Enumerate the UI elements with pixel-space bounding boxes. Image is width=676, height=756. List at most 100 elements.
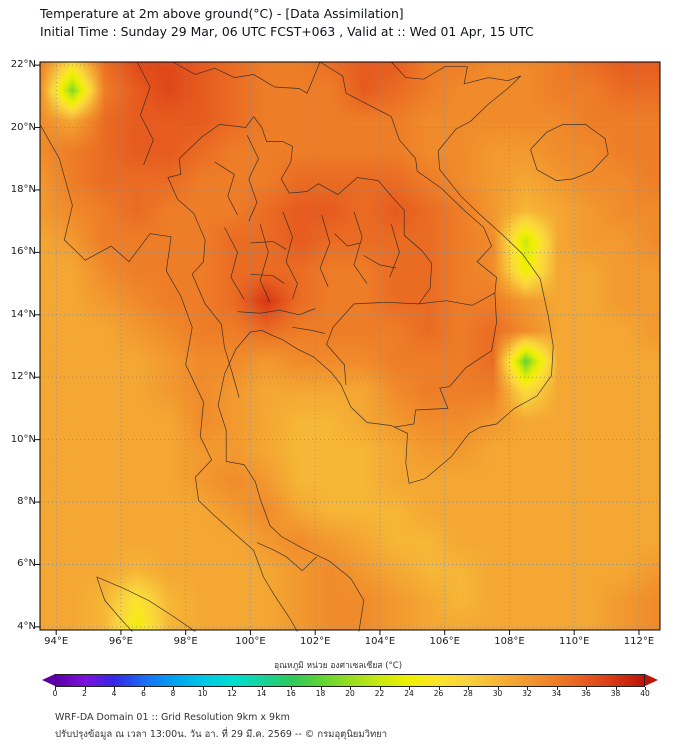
colorbar-tick-mark xyxy=(232,687,233,690)
x-axis-tick-label: 98°E xyxy=(173,636,198,647)
colorbar-tick-label: 12 xyxy=(227,689,237,698)
map-plot-area xyxy=(30,52,670,640)
x-axis-tick-label: 106°E xyxy=(429,636,460,647)
colorbar-tick-label: 10 xyxy=(197,689,208,698)
colorbar-tick-mark xyxy=(320,687,322,690)
x-axis-tick-label: 96°E xyxy=(108,636,133,647)
colorbar-left-arrow xyxy=(42,674,55,686)
colorbar-tick-mark xyxy=(645,687,646,690)
colorbar-tick-label: 38 xyxy=(610,689,621,698)
country-border xyxy=(237,308,316,316)
colorbar-tick-mark xyxy=(409,687,410,690)
plot-frame xyxy=(39,61,661,631)
country-border xyxy=(530,124,609,181)
country-border xyxy=(246,135,259,222)
country-border xyxy=(214,161,238,216)
y-axis-tick-label: 20°N xyxy=(10,121,36,133)
x-axis-tick-label: 110°E xyxy=(559,636,590,647)
country-border xyxy=(363,255,397,269)
country-border xyxy=(282,211,298,300)
y-axis-tick-label: 22°N xyxy=(10,59,36,71)
country-border xyxy=(224,227,245,300)
y-axis-tick-label: 6°N xyxy=(17,558,36,570)
country-border xyxy=(250,241,287,250)
country-border xyxy=(394,292,497,428)
colorbar-tick-label: 24 xyxy=(404,689,414,698)
colorbar-tick-label: 26 xyxy=(433,689,444,698)
country-border xyxy=(96,576,133,632)
country-border xyxy=(217,75,554,632)
colorbar-tick-label: 32 xyxy=(522,689,532,698)
temperature-heatmap-canvas xyxy=(40,62,660,630)
y-axis-tick-label: 10°N xyxy=(10,433,36,445)
page-subtitle: Initial Time : Sunday 29 Mar, 06 UTC FCS… xyxy=(40,24,534,39)
country-border xyxy=(39,124,298,632)
y-axis-tick-label: 14°N xyxy=(10,308,36,320)
colorbar-tick-label: 4 xyxy=(111,689,117,698)
colorbar-tick-mark xyxy=(173,687,174,690)
country-border xyxy=(250,273,285,284)
colorbar-tick-mark xyxy=(350,687,351,690)
colorbar-tick-label: 14 xyxy=(256,689,267,698)
page-title: Temperature at 2m above ground(°C) - [Da… xyxy=(40,6,404,21)
footer-update-info: ปรับปรุงข้อมูล ณ เวลา 13:00น. วัน อา. ที… xyxy=(55,729,388,740)
x-axis-tick-label: 108°E xyxy=(494,636,525,647)
colorbar-tick-label: 18 xyxy=(315,689,326,698)
colorbar-tick-mark xyxy=(143,687,145,690)
colorbar-tick-label: 34 xyxy=(551,689,562,698)
x-axis-tick-label: 102°E xyxy=(299,636,331,647)
y-axis-tick-label: 12°N xyxy=(10,371,36,383)
colorbar-tick-label: 20 xyxy=(345,689,355,698)
colorbar-tick-mark xyxy=(586,687,587,690)
y-axis-tick-label: 16°N xyxy=(10,246,36,258)
country-border xyxy=(334,233,361,247)
colorbar-tick-label: 6 xyxy=(141,689,146,698)
map-overlay xyxy=(35,61,661,635)
colorbar-tick-mark xyxy=(202,687,204,690)
country-border xyxy=(418,292,496,306)
country-border xyxy=(259,224,271,303)
colorbar: 0 2 4 6 8 10 12 14 16 18 20 22 24 26 28 30 32 34 36 38 40 xyxy=(42,674,658,698)
colorbar-tick-label: 30 xyxy=(492,689,503,698)
x-axis-tick-label: 112°E xyxy=(623,636,655,647)
country-border xyxy=(319,61,497,293)
country-border xyxy=(136,61,154,166)
colorbar-tick-label: 40 xyxy=(640,689,650,698)
colorbar-tick-mark xyxy=(556,687,558,690)
colorbar-tick-mark xyxy=(84,687,86,690)
colorbar-tick-mark xyxy=(438,687,440,690)
colorbar-tick-label: 36 xyxy=(581,689,591,698)
colorbar-tick-mark xyxy=(468,687,469,690)
colorbar-tick-mark xyxy=(114,687,115,690)
country-border xyxy=(353,211,368,284)
country-border xyxy=(319,214,331,287)
colorbar-tick-label: 0 xyxy=(52,689,58,698)
colorbar-tick-mark xyxy=(55,687,56,690)
y-axis-tick-label: 18°N xyxy=(10,183,36,195)
country-border xyxy=(96,576,196,632)
colorbar-tick-mark xyxy=(379,687,381,690)
country-border xyxy=(172,61,321,94)
colorbar-tick-label: 28 xyxy=(463,689,473,698)
y-axis-tick-label: 4°N xyxy=(17,620,36,632)
x-axis-tick-label: 100°E xyxy=(235,636,266,647)
colorbar-tick-label: 22 xyxy=(374,689,385,698)
colorbar-tick-label: 8 xyxy=(170,689,176,698)
colorbar-tick-mark xyxy=(291,687,292,690)
country-border xyxy=(326,301,419,386)
colorbar-tick-mark xyxy=(615,687,617,690)
colorbar-label: อุณหภูมิ หน่วย องศาเซลเซียส (°C) xyxy=(273,661,403,671)
country-border xyxy=(253,116,433,305)
country-border xyxy=(389,224,400,278)
country-border xyxy=(391,61,521,85)
country-border xyxy=(256,542,318,572)
colorbar-tick-mark xyxy=(497,687,499,690)
colorbar-gradient xyxy=(55,674,645,687)
x-axis-tick-label: 94°E xyxy=(44,636,69,647)
colorbar-tick-mark xyxy=(527,687,528,690)
x-axis-tick-label: 104°E xyxy=(364,636,396,647)
colorbar-tick-mark xyxy=(261,687,263,690)
colorbar-tick-label: 16 xyxy=(286,689,296,698)
country-border xyxy=(292,326,325,334)
